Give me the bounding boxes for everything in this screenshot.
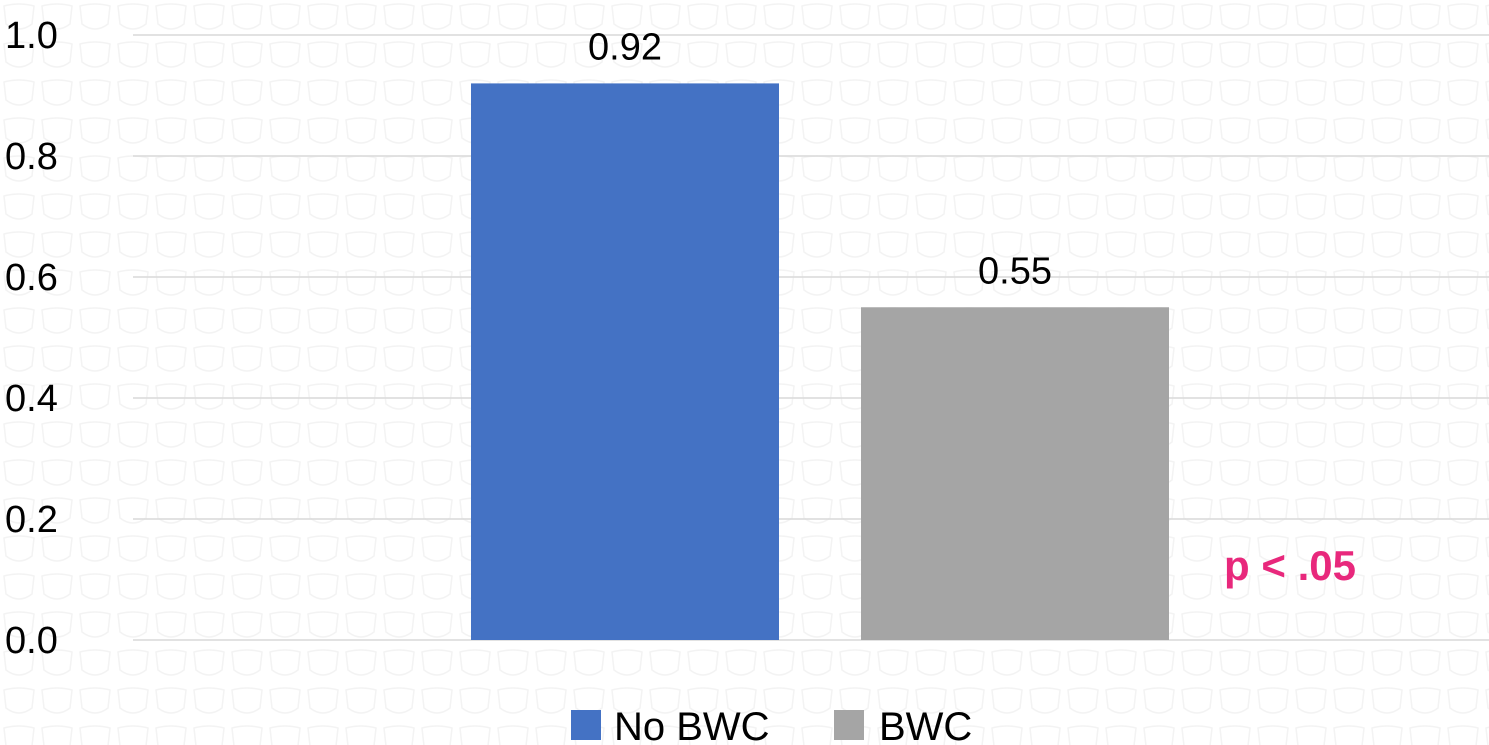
legend: No BWC BWC xyxy=(571,705,972,745)
legend-label: No BWC xyxy=(614,705,770,745)
y-tick-label: 0.8 xyxy=(5,136,58,178)
data-labels: 0.92 0.55 xyxy=(588,26,1052,292)
data-label: 0.92 xyxy=(588,26,662,68)
y-axis-tick-labels: 0.0 0.2 0.4 0.6 0.8 1.0 xyxy=(5,15,58,662)
bar-bwc xyxy=(861,307,1169,640)
y-tick-label: 1.0 xyxy=(5,15,58,57)
y-tick-label: 0.6 xyxy=(5,257,58,299)
y-tick-label: 0.0 xyxy=(5,620,58,662)
bar-no-bwc xyxy=(471,83,779,640)
legend-swatch xyxy=(571,710,601,740)
gridlines xyxy=(133,34,1489,641)
bars xyxy=(471,83,1169,640)
y-tick-label: 0.4 xyxy=(5,378,58,420)
legend-label: BWC xyxy=(879,705,972,745)
significance-annotation: p < .05 xyxy=(1224,542,1356,589)
legend-swatch xyxy=(834,710,864,740)
y-tick-label: 0.2 xyxy=(5,499,58,541)
data-label: 0.55 xyxy=(978,250,1052,292)
